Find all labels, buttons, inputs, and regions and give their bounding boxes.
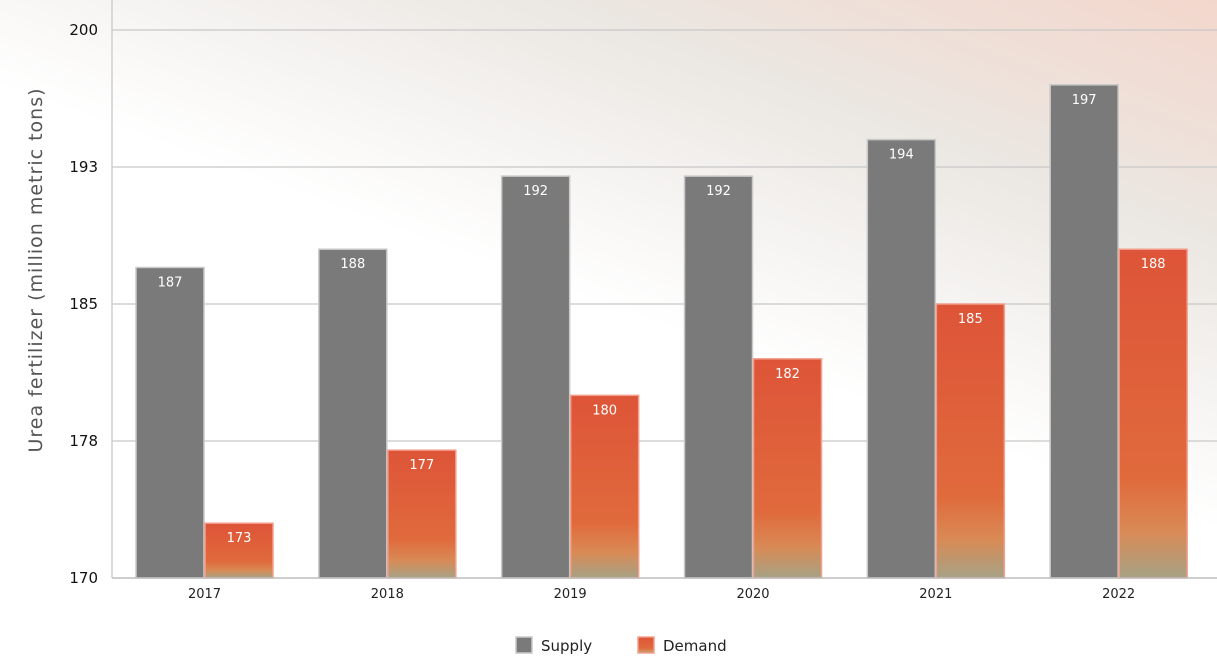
y-tick-label: 178: [69, 432, 98, 450]
data-label: 185: [958, 312, 983, 327]
demand-bar: [752, 358, 823, 579]
supply-bar: [500, 175, 571, 579]
x-tick-label: 2021: [919, 587, 952, 602]
data-labels: 187 173 188 177 192 180 192 182 194 185 197 188: [158, 93, 1166, 546]
data-label: 173: [227, 531, 252, 546]
supply-bar: [135, 266, 205, 579]
demand-legend-swatch: [637, 636, 655, 654]
supply-bar: [1049, 84, 1119, 579]
y-tick-label: 185: [69, 295, 98, 313]
x-tick-label: 2019: [554, 587, 587, 602]
data-label: 180: [592, 403, 617, 418]
bars: [135, 84, 1188, 579]
y-tick-label: 170: [69, 569, 98, 587]
supply-legend-swatch: [515, 636, 533, 654]
supply-bar: [318, 248, 388, 579]
y-tick-label: 200: [69, 21, 98, 39]
data-label: 192: [523, 184, 548, 199]
demand-bar: [1118, 248, 1188, 579]
demand-bar: [935, 303, 1006, 579]
y-axis-label: Urea fertilizer (million metric tons): [25, 87, 47, 452]
x-tick-label: 2020: [736, 587, 769, 602]
supply-legend-label: Supply: [541, 637, 592, 655]
data-label: 188: [1141, 257, 1166, 272]
y-tick-label: 193: [69, 158, 98, 176]
data-label: 194: [889, 148, 914, 163]
x-tick-label: 2017: [188, 587, 221, 602]
supply-bar: [866, 138, 937, 579]
supply-bar: [683, 175, 754, 579]
gridlines: [112, 29, 1217, 442]
demand-legend-label: Demand: [663, 637, 727, 655]
x-tick-label: 2022: [1102, 587, 1135, 602]
data-label: 192: [706, 184, 731, 199]
legend: Supply Demand: [515, 636, 727, 655]
data-label: 177: [409, 458, 434, 473]
demand-bar: [204, 522, 274, 579]
axes: 170 178 185 193 200 2017 2018 2019 2020 2021 2022: [69, 0, 1217, 602]
data-label: 188: [340, 257, 365, 272]
data-label: 197: [1072, 93, 1097, 108]
data-label: 187: [158, 275, 183, 290]
demand-bar: [569, 394, 640, 579]
data-label: 182: [775, 367, 800, 382]
x-tick-label: 2018: [371, 587, 404, 602]
